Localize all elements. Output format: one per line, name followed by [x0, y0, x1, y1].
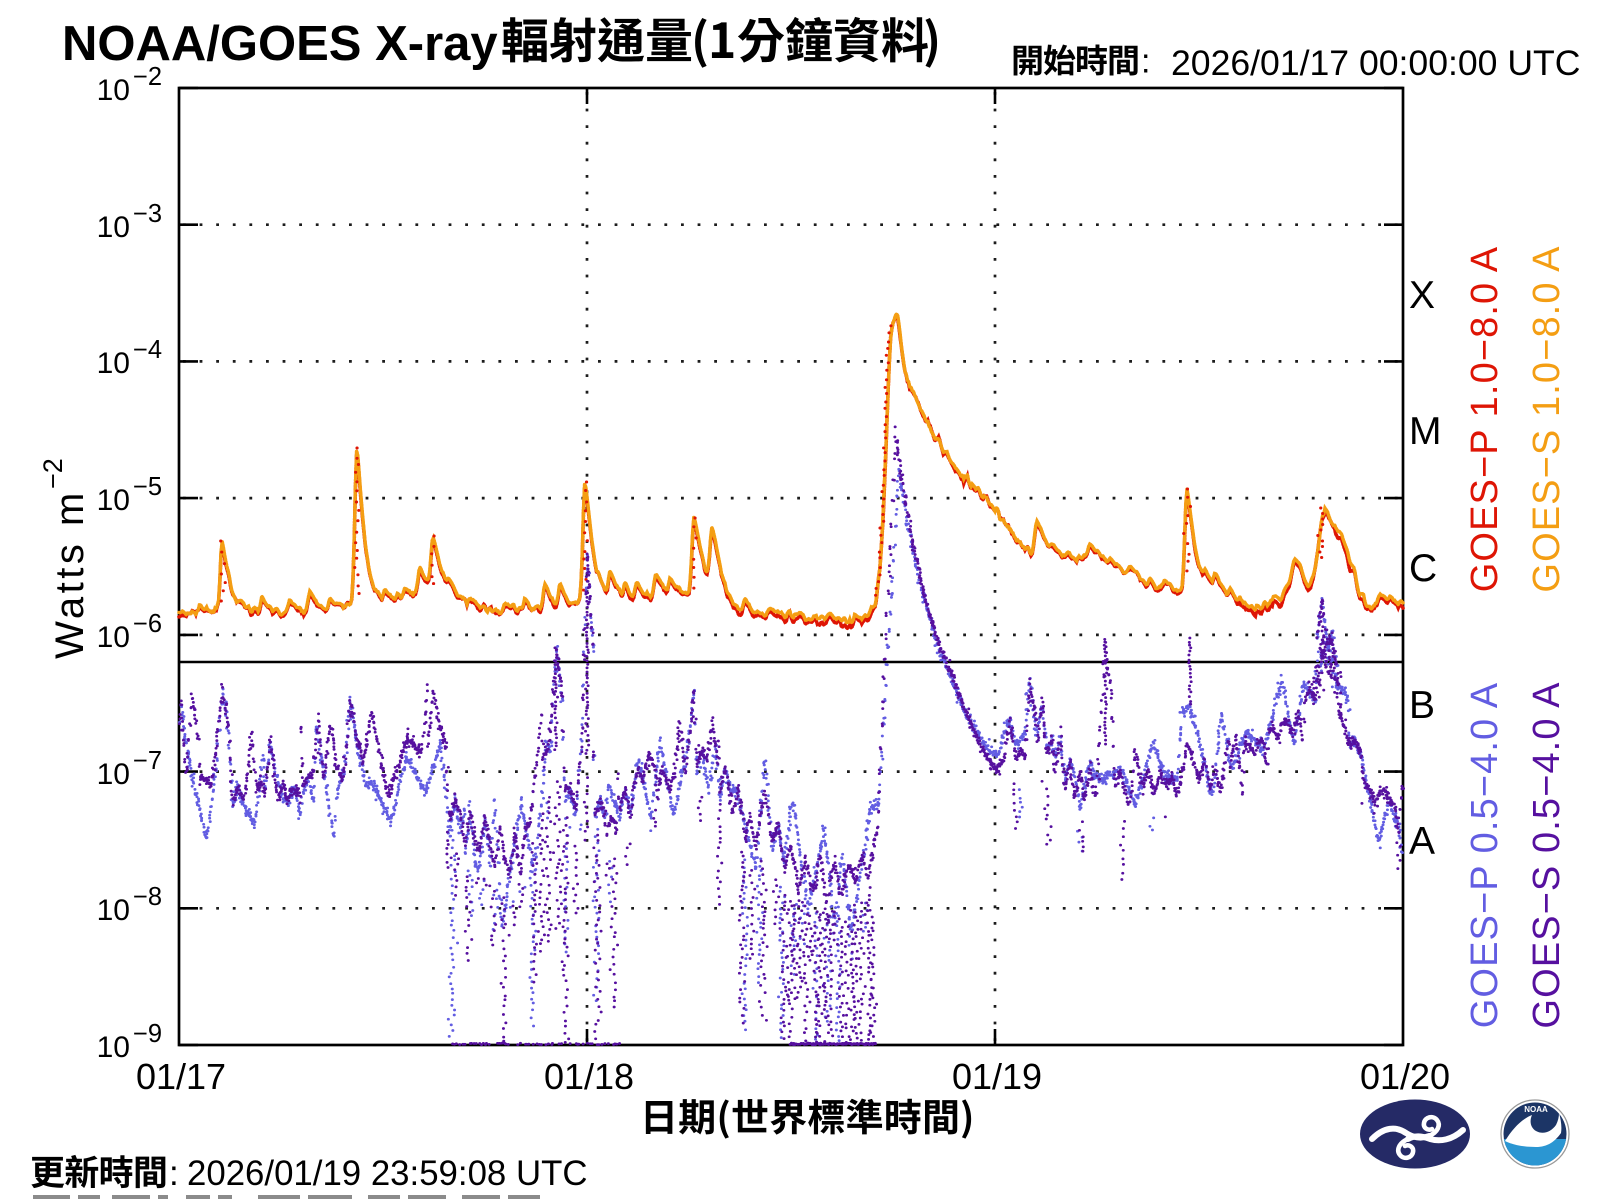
svg-text:GOES−S 0.5−4.0 A: GOES−S 0.5−4.0 A: [1526, 681, 1568, 1028]
svg-text:10: 10: [97, 894, 130, 927]
svg-text:01/20: 01/20: [1360, 1056, 1450, 1097]
svg-text:B: B: [1409, 684, 1435, 727]
svg-text:−9: −9: [133, 1020, 162, 1048]
svg-text:GOES−P 0.5−4.0 A: GOES−P 0.5−4.0 A: [1464, 682, 1506, 1028]
svg-text:2026/01/19 23:59:08 UTC: 2026/01/19 23:59:08 UTC: [187, 1154, 587, 1193]
svg-text:NOAA/GOES X-ray: NOAA/GOES X-ray: [62, 17, 498, 71]
svg-text:10: 10: [97, 758, 130, 791]
svg-text:A: A: [1409, 820, 1435, 863]
svg-text:GOES−S 1.0−8.0 A: GOES−S 1.0−8.0 A: [1526, 245, 1568, 592]
svg-text:NOAA: NOAA: [1524, 1105, 1548, 1114]
svg-text:10: 10: [97, 1031, 130, 1064]
svg-text:01/18: 01/18: [544, 1056, 634, 1097]
svg-text:Watts m: Watts m: [48, 489, 92, 659]
svg-text:2026/01/17 00:00:00 UTC: 2026/01/17 00:00:00 UTC: [1171, 43, 1580, 83]
svg-text:10: 10: [97, 211, 130, 244]
svg-text:−7: −7: [133, 747, 162, 775]
svg-text::: :: [1141, 43, 1150, 81]
svg-text:M: M: [1409, 410, 1442, 453]
svg-text:01/17: 01/17: [136, 1056, 226, 1097]
svg-text:−8: −8: [133, 883, 162, 911]
svg-text:X: X: [1409, 274, 1435, 317]
svg-text:C: C: [1409, 547, 1437, 590]
svg-text:−4: −4: [133, 336, 162, 364]
svg-text:−2: −2: [38, 458, 68, 489]
svg-text:01/19: 01/19: [952, 1056, 1042, 1097]
svg-text:GOES−P 1.0−8.0 A: GOES−P 1.0−8.0 A: [1464, 246, 1506, 592]
svg-text::: :: [169, 1154, 179, 1193]
svg-text:−2: −2: [133, 63, 162, 91]
svg-text:10: 10: [97, 74, 130, 107]
svg-text:−6: −6: [133, 610, 162, 638]
svg-text:−3: −3: [133, 200, 162, 228]
svg-text:10: 10: [97, 347, 130, 380]
svg-text:10: 10: [97, 621, 130, 654]
svg-text:−5: −5: [133, 473, 162, 501]
svg-text:10: 10: [97, 484, 130, 517]
